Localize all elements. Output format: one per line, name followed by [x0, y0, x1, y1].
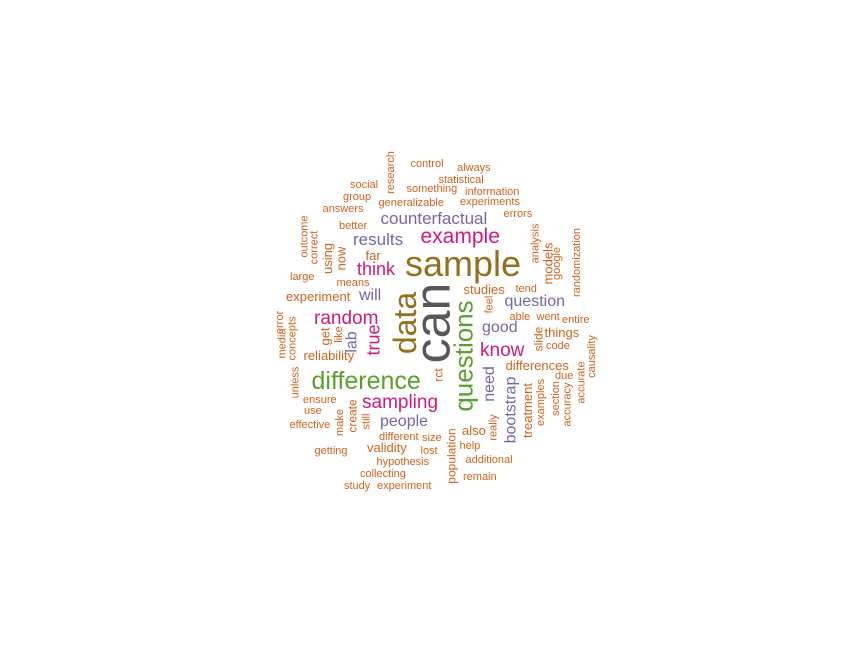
word-hypothesis: hypothesis	[376, 455, 430, 468]
word-population: population	[444, 428, 459, 484]
word-section: section	[549, 380, 562, 416]
word-sample: sample	[405, 243, 522, 284]
word-questions: questions	[448, 300, 479, 412]
word-effective: effective	[289, 418, 331, 431]
word-causality: causality	[585, 334, 598, 378]
word-information: information	[465, 185, 520, 198]
word-getting: getting	[314, 444, 348, 457]
word-experiments: experiments	[460, 195, 520, 208]
word-due: due	[555, 369, 574, 382]
word-still: still	[360, 413, 373, 429]
word-make: make	[333, 408, 346, 436]
word-correct: correct	[308, 230, 321, 264]
word-different: different	[379, 430, 419, 443]
word-validity: validity	[367, 439, 407, 455]
word-answers: answers	[322, 202, 364, 215]
word-generalizable: generalizable	[378, 196, 444, 209]
word-able: able	[509, 310, 531, 323]
word-errors: errors	[503, 207, 533, 220]
word-study: study	[344, 479, 371, 492]
word-example: example	[420, 224, 500, 248]
word-something: something	[406, 182, 458, 195]
word-large: large	[290, 270, 315, 283]
word-control: control	[410, 157, 444, 170]
word-question: question	[504, 293, 566, 310]
word-use: use	[304, 404, 322, 417]
word-experiment: experiment	[377, 479, 432, 492]
word-code: code	[546, 339, 570, 352]
word-examples: examples	[534, 378, 547, 426]
word-always: always	[457, 161, 491, 174]
word-reliability: reliability	[303, 347, 355, 363]
word-data: data	[387, 291, 424, 355]
word-need: need	[480, 366, 498, 402]
word-tend: tend	[515, 282, 537, 295]
word-accurate: accurate	[575, 360, 588, 404]
word-differences: differences	[505, 357, 569, 373]
word-studies: studies	[463, 281, 505, 297]
word-remain: remain	[463, 470, 497, 483]
word-collecting: collecting	[360, 467, 406, 480]
word-group: group	[343, 190, 372, 203]
word-counterfactual: counterfactual	[380, 208, 488, 228]
word-went: went	[536, 310, 560, 323]
word-random: random	[314, 307, 379, 329]
word-research: research	[384, 150, 397, 194]
word-good: good	[482, 319, 518, 336]
word-create: create	[345, 399, 360, 433]
word-get: get	[317, 326, 333, 346]
word-know: know	[480, 339, 525, 361]
word-far: far	[365, 247, 381, 263]
word-randomization: randomization	[570, 227, 583, 297]
word-analysis: analysis	[529, 223, 542, 263]
word-will: will	[359, 287, 382, 304]
word-think: think	[357, 259, 396, 279]
word-treatment: treatment	[519, 382, 535, 438]
word-concepts: concepts	[286, 315, 299, 361]
word-rct: rct	[431, 368, 446, 382]
word-things: things	[544, 324, 580, 340]
word-statistical: statistical	[438, 173, 484, 186]
word-difference: difference	[311, 366, 421, 395]
word-help: help	[459, 439, 481, 452]
word-true: true	[363, 324, 384, 356]
word-entire: entire	[562, 313, 590, 326]
word-sampling: sampling	[362, 391, 439, 413]
word-accuracy: accuracy	[561, 381, 574, 427]
word-means: means	[336, 276, 370, 289]
word-also: also	[462, 422, 486, 438]
word-bootstrap: bootstrap	[501, 376, 519, 444]
word-really: really	[487, 413, 500, 441]
word-additional: additional	[465, 453, 513, 466]
word-slide: slide	[530, 326, 545, 352]
word-results: results	[353, 229, 404, 249]
word-like: like	[332, 325, 345, 343]
word-people: people	[380, 413, 429, 430]
word-social: social	[350, 178, 379, 191]
word-better: better	[339, 219, 368, 232]
word-unless: unless	[289, 366, 302, 398]
word-google: google	[550, 246, 563, 280]
word-using: using	[319, 242, 335, 274]
word-experiment: experiment	[286, 288, 351, 304]
word-now: now	[333, 246, 349, 270]
word-size: size	[422, 431, 442, 444]
word-lost: lost	[420, 444, 438, 457]
word-ensure: ensure	[303, 393, 337, 406]
word-feel: feel	[483, 295, 496, 313]
